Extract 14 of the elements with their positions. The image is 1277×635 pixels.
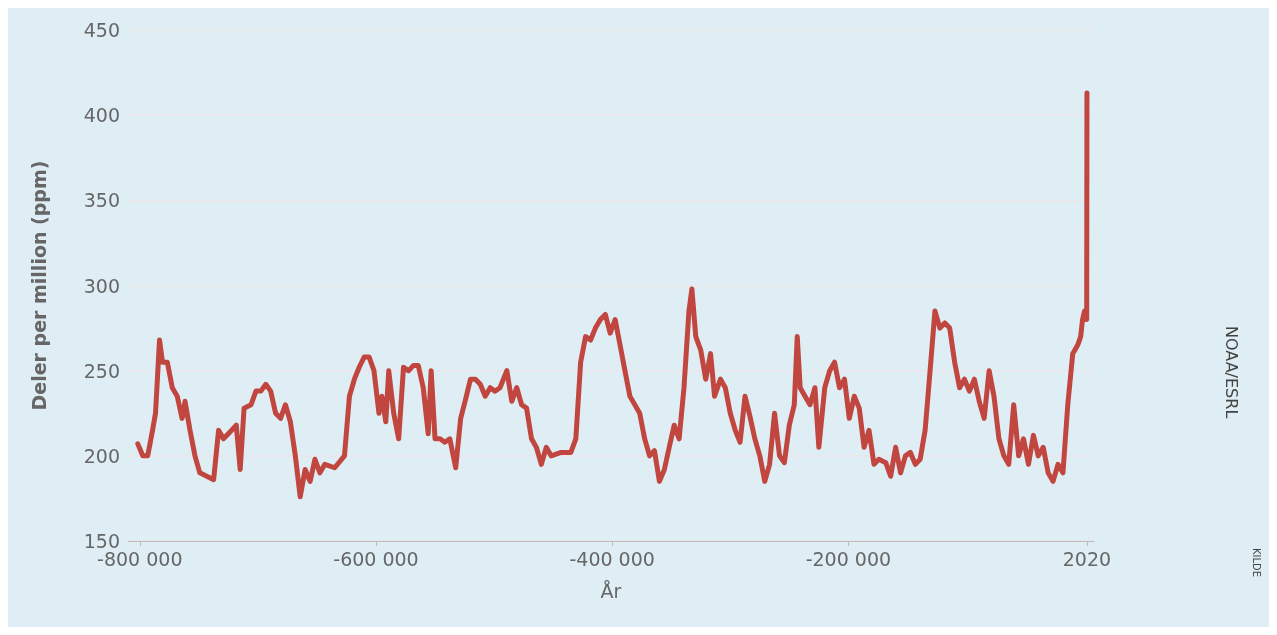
x-tick-label: -600 000 bbox=[333, 547, 419, 570]
y-tick-label: 450 bbox=[83, 19, 120, 41]
y-tick-label: 400 bbox=[83, 104, 120, 127]
y-tick-label: 200 bbox=[83, 444, 120, 467]
x-tick-label: -200 000 bbox=[805, 547, 892, 570]
y-axis-title: Deler per million (ppm) bbox=[27, 160, 50, 411]
y-tick-label: 300 bbox=[83, 274, 120, 297]
y-tick-label: 250 bbox=[83, 359, 120, 382]
y-tick-label: 350 bbox=[83, 189, 120, 212]
text: KILDE bbox=[1250, 548, 1262, 578]
x-axis-title: År bbox=[600, 579, 622, 602]
text: NOAA/ESRL bbox=[1221, 326, 1241, 419]
x-tick-label: -400 000 bbox=[569, 547, 655, 570]
x-tick-label: 2020 bbox=[1062, 547, 1112, 570]
